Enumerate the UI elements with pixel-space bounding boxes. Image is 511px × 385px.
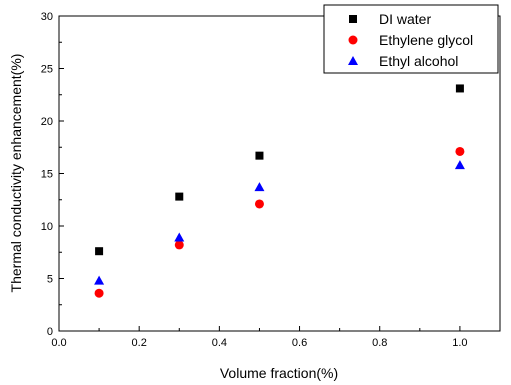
legend-marker-ethylene-glycol xyxy=(348,35,358,45)
legend-label-di-water: DI water xyxy=(379,11,431,27)
y-tick-label: 20 xyxy=(41,116,53,128)
ethyl-alcohol-point xyxy=(94,275,105,285)
ethylene-glycol-point xyxy=(94,288,104,298)
x-tick-label: 0.2 xyxy=(132,337,147,349)
y-tick-label: 15 xyxy=(41,169,53,181)
ethyl-alcohol-point xyxy=(254,182,265,192)
x-tick-label: 0.6 xyxy=(292,337,307,349)
ethylene-glycol-point xyxy=(455,146,465,156)
y-tick-label: 0 xyxy=(47,326,53,338)
di-water-point xyxy=(455,84,464,93)
ethylene-glycol-point xyxy=(174,240,184,250)
ethylene-glycol-point xyxy=(254,199,264,209)
legend-marker-di-water xyxy=(349,15,357,23)
di-water-point xyxy=(255,151,264,160)
x-tick-label: 1.0 xyxy=(452,337,467,349)
legend-label-ethyl-alcohol: Ethyl alcohol xyxy=(379,53,458,69)
x-axis-ticks: 0.0 0.2 0.4 0.6 0.8 1.0 xyxy=(51,326,468,349)
legend-marker-ethyl-alcohol xyxy=(348,56,358,65)
data-points xyxy=(94,84,465,298)
legend-label-ethylene-glycol: Ethylene glycol xyxy=(379,32,473,48)
x-tick-label: 0.0 xyxy=(51,337,66,349)
ethyl-alcohol-point xyxy=(174,232,185,242)
y-tick-label: 30 xyxy=(41,11,53,23)
y-axis-ticks: 0 5 10 15 20 25 30 xyxy=(41,11,64,338)
legend: DI water Ethylene glycol Ethyl alcohol xyxy=(323,4,499,74)
x-tick-label: 0.4 xyxy=(212,337,227,349)
x-tick-label: 0.8 xyxy=(372,337,387,349)
y-tick-label: 5 xyxy=(47,274,53,286)
di-water-point xyxy=(175,192,184,201)
di-water-point xyxy=(95,247,104,256)
y-axis-title: Thermal conductivity enhancement(%) xyxy=(8,54,24,293)
legend-items: DI water Ethylene glycol Ethyl alcohol xyxy=(348,11,473,69)
y-tick-label: 10 xyxy=(41,221,53,233)
y-tick-label: 25 xyxy=(41,64,53,76)
x-axis-title: Volume fraction(%) xyxy=(220,365,338,381)
ethyl-alcohol-point xyxy=(454,160,465,170)
